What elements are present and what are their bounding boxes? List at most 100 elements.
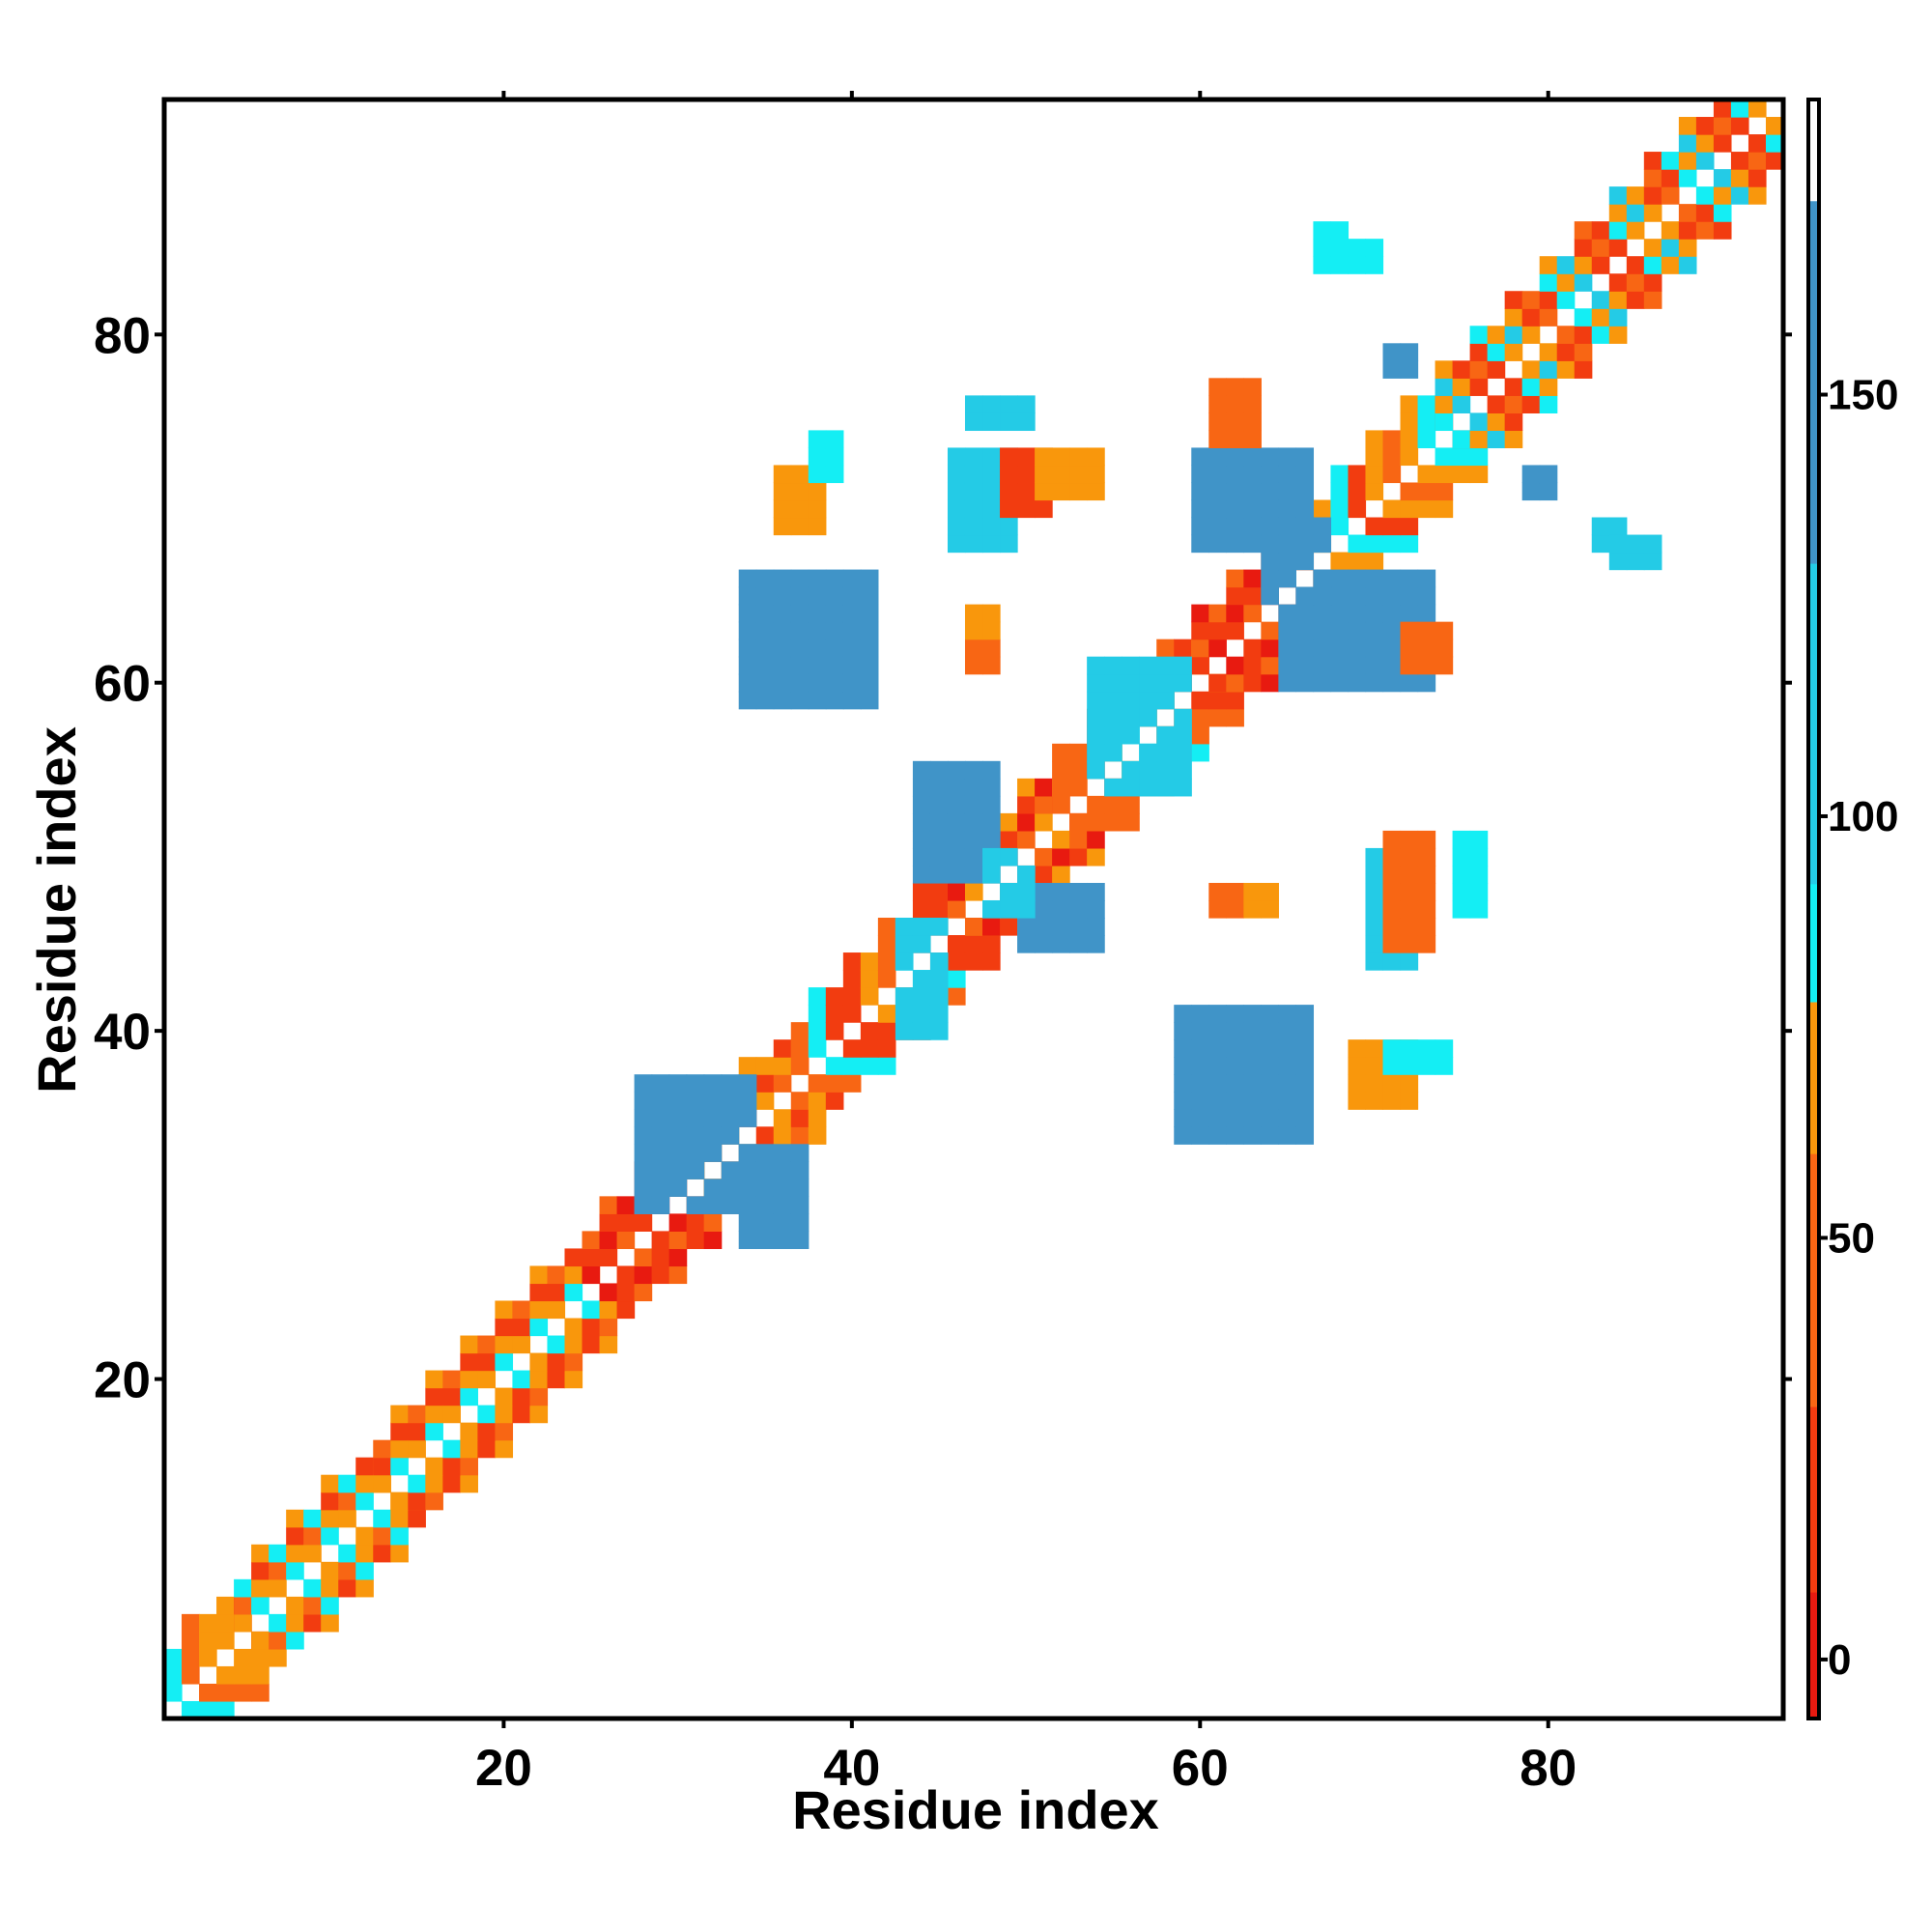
heatmap-cell xyxy=(808,430,827,449)
heatmap-cell xyxy=(1295,656,1315,675)
heatmap-cell xyxy=(755,1126,775,1145)
heatmap-cell xyxy=(1226,1126,1244,1145)
heatmap-cell xyxy=(1417,621,1436,640)
heatmap-cell xyxy=(1226,586,1244,606)
heatmap-cell xyxy=(1261,673,1279,693)
heatmap-cell xyxy=(964,465,983,484)
heatmap-cell xyxy=(1400,918,1419,936)
heatmap-cell xyxy=(1208,639,1227,658)
heatmap-cell xyxy=(703,1144,723,1162)
heatmap-cell xyxy=(1400,569,1419,588)
heatmap-cell xyxy=(164,1683,183,1702)
heatmap-cell xyxy=(929,865,949,884)
heatmap-cell xyxy=(1400,395,1419,413)
heatmap-cell xyxy=(1400,830,1419,849)
heatmap-cell xyxy=(738,1196,757,1214)
heatmap-cell xyxy=(651,1265,670,1285)
heatmap-cell xyxy=(1017,778,1036,797)
heatmap-cell xyxy=(477,1439,497,1459)
heatmap-cell xyxy=(1435,1057,1454,1075)
heatmap-cell xyxy=(1017,865,1036,884)
heatmap-cell xyxy=(790,1109,810,1127)
heatmap-cell xyxy=(738,1161,757,1179)
heatmap-cell xyxy=(182,1665,200,1685)
colorbar-tick-label: 100 xyxy=(1828,793,1898,840)
heatmap-cell xyxy=(1087,847,1105,867)
heatmap-cell xyxy=(1035,778,1053,797)
heatmap-cell xyxy=(1574,308,1593,327)
heatmap-cell xyxy=(199,1631,217,1650)
heatmap-cell xyxy=(842,656,862,675)
heatmap-cell xyxy=(1104,656,1122,675)
heatmap-cell xyxy=(1000,534,1018,554)
heatmap-cell xyxy=(1278,465,1296,484)
heatmap-cell xyxy=(1000,830,1018,849)
heatmap-cell xyxy=(234,1596,252,1615)
heatmap-cell xyxy=(1261,899,1279,919)
heatmap-cell xyxy=(1226,569,1244,588)
heatmap-cell xyxy=(1069,830,1088,849)
heatmap-cell xyxy=(1417,569,1436,588)
heatmap-cell xyxy=(269,1578,287,1598)
heatmap-cell xyxy=(1191,517,1209,536)
heatmap-cell xyxy=(1191,534,1209,554)
heatmap-cell xyxy=(373,1526,391,1546)
heatmap-cell xyxy=(1556,291,1576,309)
heatmap-cell xyxy=(1278,1074,1296,1093)
heatmap-cell xyxy=(1608,273,1628,292)
heatmap-cell xyxy=(738,586,757,606)
heatmap-cell xyxy=(1417,604,1436,623)
heatmap-cell xyxy=(1191,1005,1209,1023)
heatmap-cell xyxy=(1365,465,1384,484)
heatmap-cell xyxy=(1295,465,1315,484)
heatmap-cell xyxy=(668,1231,688,1250)
heatmap-cell xyxy=(477,1422,497,1441)
heatmap-cell xyxy=(1208,447,1227,467)
heatmap-cell xyxy=(790,1126,810,1145)
heatmap-cell xyxy=(1765,117,1784,135)
heatmap-cell xyxy=(495,1405,514,1424)
heatmap-cell xyxy=(1191,639,1209,658)
heatmap-cell xyxy=(1417,639,1436,658)
heatmap-cell xyxy=(1400,499,1419,519)
heatmap-cell xyxy=(895,952,914,971)
heatmap-cell xyxy=(808,482,827,501)
heatmap-cell xyxy=(321,1526,339,1546)
heatmap-cell xyxy=(755,586,775,606)
heatmap-cell xyxy=(721,1126,740,1145)
heatmap-cell xyxy=(1226,882,1244,901)
heatmap-cell xyxy=(269,1613,287,1633)
heatmap-cell xyxy=(964,482,983,501)
heatmap-cell xyxy=(964,639,983,658)
heatmap-cell xyxy=(1521,291,1541,309)
heatmap-cell xyxy=(651,1179,670,1197)
heatmap-cell xyxy=(1017,412,1036,432)
heatmap-cell xyxy=(1400,847,1419,867)
heatmap-cell xyxy=(1052,778,1070,797)
heatmap-cell xyxy=(1000,499,1018,519)
heatmap-cell xyxy=(1400,604,1419,623)
heatmap-cell xyxy=(1087,760,1105,780)
heatmap-cell xyxy=(495,1439,514,1459)
heatmap-cell xyxy=(1591,517,1610,536)
heatmap-cell xyxy=(1122,656,1140,675)
heatmap-cell xyxy=(1574,360,1593,379)
heatmap-cell xyxy=(1417,882,1436,901)
heatmap-cell xyxy=(599,1335,618,1354)
heatmap-cell xyxy=(582,1248,601,1267)
heatmap-cell xyxy=(808,1092,827,1110)
heatmap-cell xyxy=(251,1665,270,1685)
heatmap-cell xyxy=(251,1561,270,1580)
heatmap-cell xyxy=(1330,482,1350,501)
heatmap-cell xyxy=(808,1039,827,1058)
heatmap-cell xyxy=(355,1526,374,1546)
heatmap-cell xyxy=(982,935,1001,953)
heatmap-cell xyxy=(390,1422,409,1441)
heatmap-cell xyxy=(1174,725,1192,745)
heatmap-cell xyxy=(1174,1109,1192,1127)
heatmap-cell xyxy=(216,1596,235,1615)
heatmap-cell xyxy=(790,465,810,484)
heatmap-cell xyxy=(808,621,827,640)
colorbar-segment xyxy=(1808,1406,1819,1593)
heatmap-cell xyxy=(1400,899,1419,919)
